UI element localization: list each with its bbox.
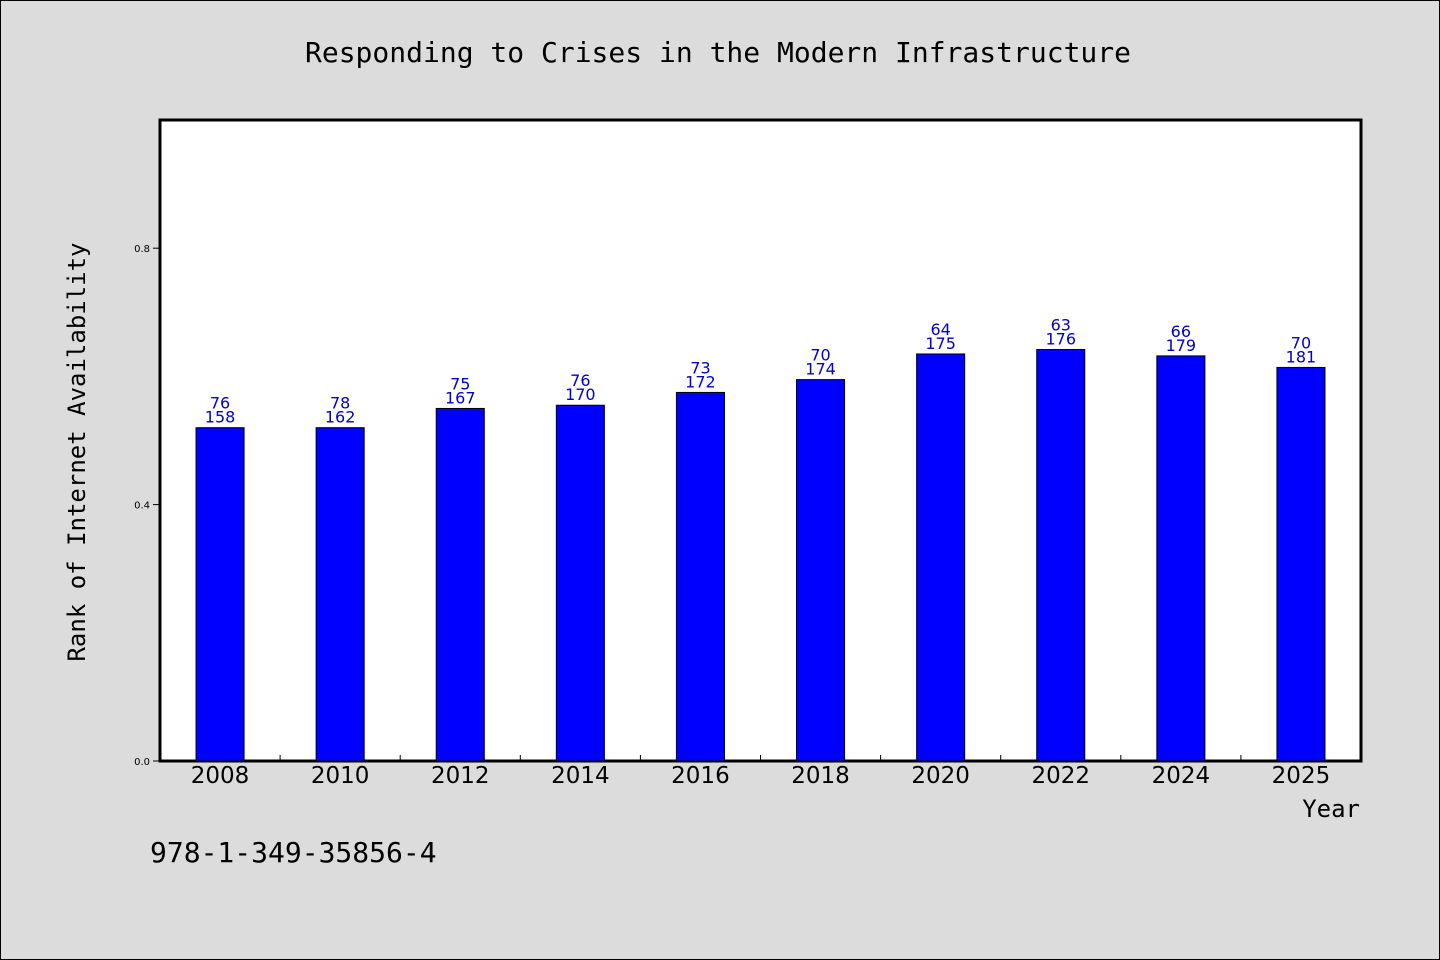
data-label-top: 75 <box>450 374 470 393</box>
y-axis-label: Rank of Internet Availability <box>63 242 91 661</box>
data-label-bottom: 179 <box>1166 336 1197 355</box>
isbn-code: 978-1-349-35856-4 <box>150 836 437 869</box>
data-label-top: 66 <box>1171 322 1191 341</box>
bar-2018 <box>796 379 846 762</box>
x-tick-label: 2020 <box>911 763 970 789</box>
x-tick-label: 2012 <box>431 763 490 789</box>
data-label-bottom: 158 <box>205 408 236 427</box>
y-tick-label: 0.8 <box>134 244 150 255</box>
x-tick-label: 2024 <box>1152 763 1211 789</box>
data-label-bottom: 176 <box>1045 329 1076 348</box>
bar-2012 <box>435 407 485 762</box>
bar-2010 <box>315 427 365 762</box>
data-label-bottom: 170 <box>565 385 596 404</box>
x-tick-label: 2025 <box>1272 763 1331 789</box>
data-label-bottom: 162 <box>325 408 356 427</box>
x-tick-label: 2022 <box>1031 763 1090 789</box>
x-tick-label: 2018 <box>791 763 850 789</box>
x-axis-ticks: 2008 2010 2012 2014 2016 2018 2020 2022 2024 2025 <box>191 755 1330 789</box>
bar-2014 <box>555 404 605 762</box>
bar-2008 <box>195 427 245 762</box>
data-label-top: 73 <box>690 358 710 377</box>
bar-2025 <box>1276 366 1326 762</box>
x-axis-label: Year <box>1302 795 1360 823</box>
data-label-top: 70 <box>810 346 830 365</box>
x-tick-label: 2010 <box>311 763 370 789</box>
data-label-bottom: 172 <box>685 372 716 391</box>
data-label-bottom: 167 <box>445 388 476 407</box>
bar-2020 <box>916 353 966 762</box>
x-tick-label: 2014 <box>551 763 610 789</box>
data-label-top: 78 <box>330 394 350 413</box>
data-label-bottom: 174 <box>805 360 836 379</box>
data-labels: 7615878162751677617073172701746417563176… <box>205 315 1316 426</box>
data-label-bottom: 175 <box>925 334 956 353</box>
bar-2022 <box>1036 348 1086 762</box>
data-label-top: 76 <box>210 394 230 413</box>
x-tick-label: 2008 <box>191 763 250 789</box>
data-label-top: 63 <box>1051 315 1071 334</box>
x-tick-label: 2016 <box>671 763 730 789</box>
data-label-top: 70 <box>1291 333 1311 352</box>
data-label-top: 76 <box>570 371 590 390</box>
bar-2016 <box>675 391 725 762</box>
y-tick-label: 0.4 <box>134 501 150 512</box>
y-tick-label: 0.0 <box>134 757 150 768</box>
data-label-top: 64 <box>930 320 950 339</box>
chart-title: Responding to Crises in the Modern Infra… <box>305 36 1131 69</box>
bars <box>195 348 1326 762</box>
y-axis-ticks: 0.0 0.4 0.8 <box>134 244 160 768</box>
data-label-bottom: 181 <box>1286 347 1317 366</box>
bar-2024 <box>1156 355 1206 762</box>
